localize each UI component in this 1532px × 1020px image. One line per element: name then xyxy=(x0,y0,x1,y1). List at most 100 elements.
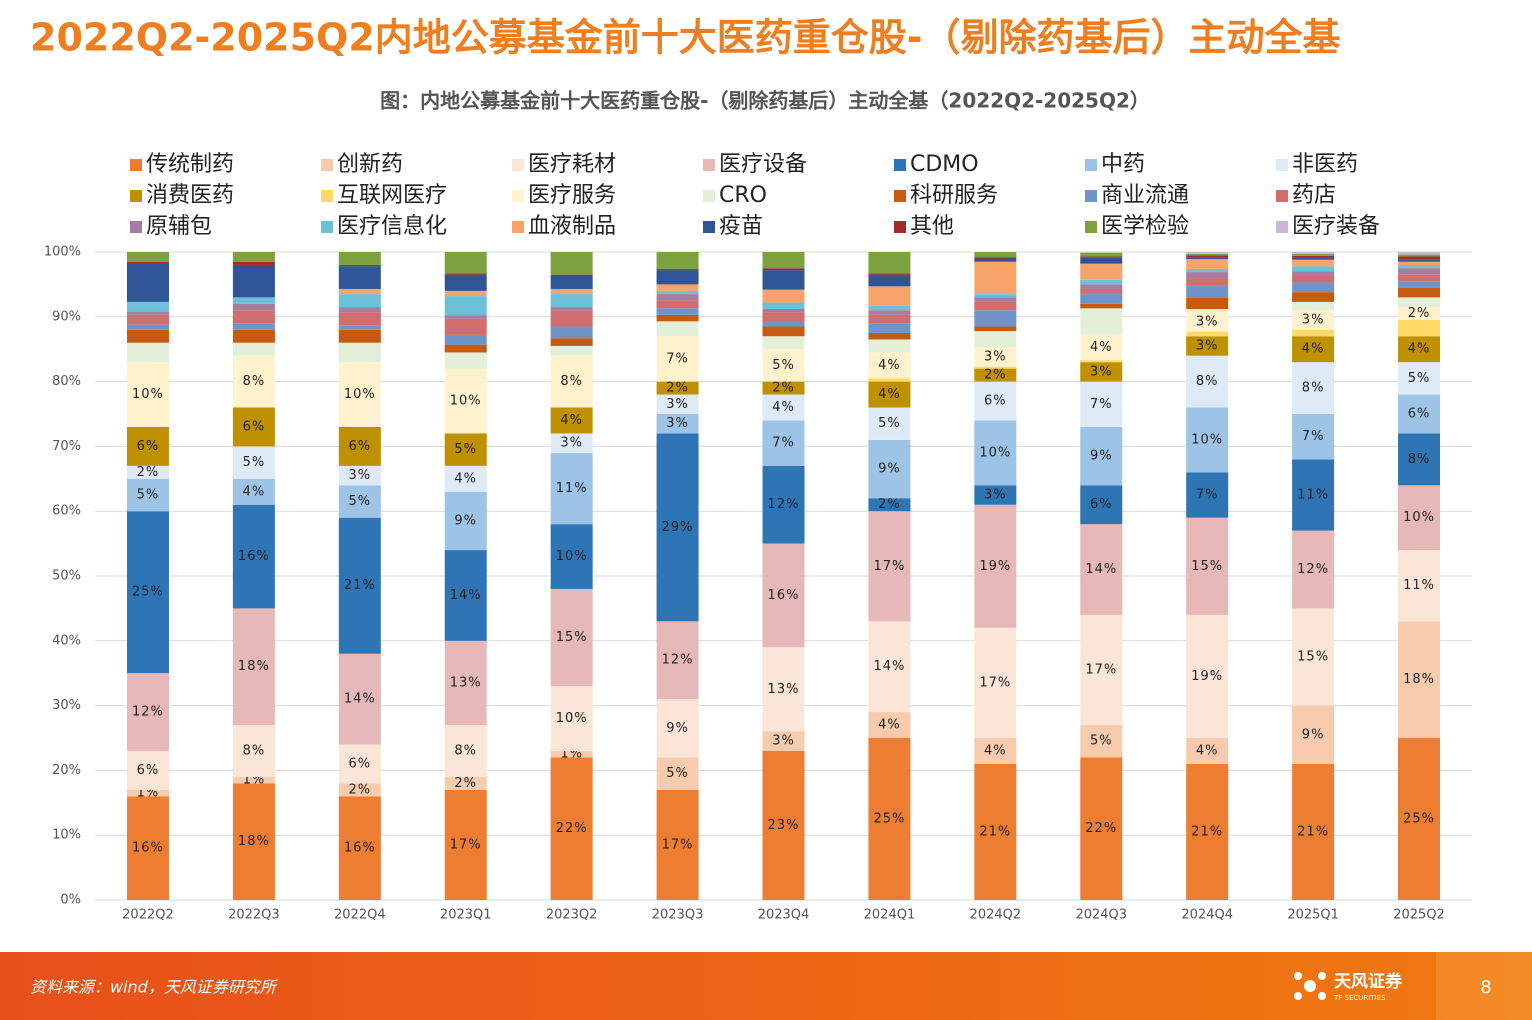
bar-segment xyxy=(1292,329,1335,337)
data-label: 9% xyxy=(666,721,689,736)
bar-segment xyxy=(232,342,275,356)
data-label: 3% xyxy=(560,436,583,451)
bar-segment xyxy=(868,305,911,311)
data-label: 10% xyxy=(132,387,164,402)
data-label: 23% xyxy=(768,818,800,833)
data-label: 4% xyxy=(878,718,901,733)
data-label: 3% xyxy=(1196,338,1219,353)
bar-segment xyxy=(1186,738,1229,764)
legend-label: 科研服务 xyxy=(910,183,998,208)
bar-segment xyxy=(1398,297,1441,308)
bar-segment xyxy=(338,517,381,654)
legend-swatch xyxy=(703,190,715,202)
data-label: 12% xyxy=(132,705,164,720)
bar-segment xyxy=(1080,284,1123,289)
legend-label: 医疗装备 xyxy=(1292,214,1380,239)
bar-segment xyxy=(1080,256,1123,258)
bar-segment xyxy=(868,252,911,274)
legend-label: 医疗信息化 xyxy=(337,214,447,239)
bar-segment xyxy=(1398,274,1441,282)
bar-segment xyxy=(1398,281,1441,288)
y-tick-label: 90% xyxy=(52,309,81,324)
bar-segment xyxy=(338,329,381,343)
bar-segment xyxy=(1292,271,1335,276)
bar-segment xyxy=(656,699,699,758)
legend-swatch xyxy=(130,190,142,202)
bar-segment xyxy=(126,342,169,363)
bar-segment xyxy=(762,336,805,350)
x-tick-label: 2025Q2 xyxy=(1393,908,1445,923)
bar-segment xyxy=(868,621,911,713)
bar-segment xyxy=(1186,336,1229,356)
data-label: 11% xyxy=(1297,488,1329,503)
data-label: 19% xyxy=(979,559,1011,574)
legend-label: 疫苗 xyxy=(719,214,763,239)
bar-segment xyxy=(444,789,487,900)
data-label: 6% xyxy=(137,439,160,454)
bar-segment xyxy=(1292,282,1335,293)
data-label: 15% xyxy=(1297,650,1329,665)
data-label: 5% xyxy=(454,442,477,457)
bar-segment xyxy=(762,647,805,732)
legend-swatch xyxy=(1085,159,1097,171)
data-label: 18% xyxy=(238,659,270,674)
data-label: 7% xyxy=(1196,488,1219,503)
bar-segment xyxy=(444,290,487,297)
bar-segment xyxy=(1080,303,1123,309)
data-label: 4% xyxy=(560,413,583,428)
bar-segment xyxy=(1080,263,1123,280)
data-label: 13% xyxy=(450,675,482,690)
bar-segment xyxy=(338,312,381,326)
bar-segment xyxy=(1398,550,1441,622)
bar-segment xyxy=(656,433,699,622)
data-label: 17% xyxy=(662,837,694,852)
bar-segment xyxy=(1292,275,1335,283)
bar-segment xyxy=(762,465,805,544)
bar-segment xyxy=(656,270,699,285)
bar-segment xyxy=(232,297,275,304)
bar-segment xyxy=(1186,272,1229,279)
page-number: 8 xyxy=(1480,977,1491,998)
bar-segment xyxy=(232,323,275,330)
data-label: 25% xyxy=(132,585,164,600)
bar-segment xyxy=(232,504,275,609)
bar-segment xyxy=(868,323,911,333)
data-label: 22% xyxy=(1085,821,1117,836)
bar-segment xyxy=(1080,257,1123,264)
bar-segment xyxy=(1186,312,1229,332)
bar-segment xyxy=(338,744,381,784)
bar-segment xyxy=(338,252,381,265)
legend-swatch xyxy=(894,159,906,171)
bar-segment xyxy=(974,738,1017,764)
data-label: 2% xyxy=(666,381,689,396)
bar-segment xyxy=(1398,287,1441,298)
bar-segment xyxy=(974,261,1017,295)
bar-segment xyxy=(974,297,1017,302)
bar-segment xyxy=(550,524,593,589)
bar-segment xyxy=(338,783,381,797)
bar-segment xyxy=(974,366,1017,369)
bar-segment xyxy=(550,407,593,434)
data-label: 6% xyxy=(984,394,1007,409)
bar-segment xyxy=(550,588,593,687)
legend-swatch xyxy=(512,159,524,171)
bar-segment xyxy=(762,289,805,303)
bar-segment xyxy=(1292,459,1335,531)
bar-segment xyxy=(762,326,805,337)
legend-label: 药店 xyxy=(1292,183,1336,208)
bar-segment xyxy=(550,288,593,295)
bar-segment xyxy=(1292,266,1335,272)
bar-segment xyxy=(550,757,593,900)
data-label: 3% xyxy=(1302,313,1325,328)
bar-segment xyxy=(126,796,169,900)
data-label: 4% xyxy=(1196,743,1219,758)
bar-segment xyxy=(762,268,805,271)
bar-segment xyxy=(656,394,699,414)
bar-segment xyxy=(1080,614,1123,726)
bar-segment xyxy=(444,274,487,291)
bar-segment xyxy=(1080,294,1123,304)
legend-label: 医疗设备 xyxy=(719,152,807,177)
bar-segment xyxy=(126,263,169,302)
bar-segment xyxy=(974,347,1017,367)
footer-accent xyxy=(1436,952,1532,1020)
